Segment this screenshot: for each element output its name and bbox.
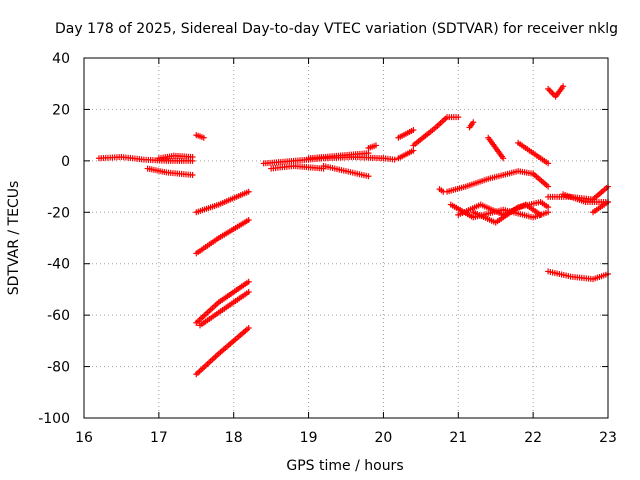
x-tick-label: 19 (300, 430, 318, 446)
series-seg15 (380, 155, 398, 163)
x-tick-label: 17 (150, 430, 168, 446)
series-seg20 (436, 186, 447, 195)
data-point-marker (410, 147, 417, 154)
data-point-marker (500, 155, 507, 162)
data-point-marker (365, 173, 372, 180)
x-tick-label: 16 (75, 430, 93, 446)
data-point-marker (545, 183, 552, 190)
x-axis-title: GPS time / hours (286, 458, 403, 474)
series-seg13 (305, 150, 372, 162)
series-seg25 (485, 134, 507, 162)
data-point-marker (189, 154, 196, 160)
x-tick-label: 22 (524, 430, 542, 446)
data-point-marker (560, 83, 567, 90)
y-tick-label: -60 (47, 308, 70, 324)
series-seg31 (590, 199, 611, 216)
series-seg16 (395, 147, 417, 162)
y-tick-label: 20 (52, 102, 70, 118)
data-point-marker (545, 209, 552, 216)
series-seg19 (466, 119, 477, 131)
data-point-marker (245, 278, 252, 285)
x-tick-label: 18 (225, 430, 243, 446)
x-tick-label: 21 (449, 430, 467, 446)
series-seg01 (95, 154, 196, 164)
chart-title: Day 178 of 2025, Sidereal Day-to-day VTE… (55, 21, 618, 37)
y-tick-label: -80 (47, 360, 70, 376)
data-point-marker (545, 160, 552, 167)
data-point-marker (455, 114, 462, 121)
axis-ticks: 16 17 18 19 20 21 22 23 -100 -80 -60 -40 -20 0 20 40 (38, 51, 617, 446)
y-tick-label: 40 (52, 51, 70, 67)
data-point-marker (365, 150, 372, 157)
series-seg18 (410, 114, 462, 149)
data-point-marker (245, 325, 252, 331)
x-tick-label: 20 (375, 430, 393, 446)
series-seg24 (470, 199, 552, 226)
series-seg03 (155, 152, 196, 162)
data-point-marker (200, 134, 207, 141)
series-seg26 (515, 139, 552, 167)
data-marks (95, 83, 611, 378)
series-seg32 (545, 268, 611, 283)
series-seg21 (444, 168, 537, 195)
data-point-marker (245, 289, 252, 295)
series-seg05 (193, 188, 252, 216)
series-seg07 (193, 278, 252, 326)
series-seg28 (545, 83, 567, 100)
data-point-marker (245, 188, 252, 195)
data-point-marker (545, 204, 552, 211)
data-point-marker (372, 142, 379, 149)
data-point-marker (391, 156, 398, 163)
x-tick-label: 23 (599, 430, 617, 446)
plot-frame (83, 57, 609, 419)
series-seg17 (395, 127, 417, 141)
series-seg09 (193, 325, 252, 378)
series-seg06 (193, 217, 252, 257)
series-seg04 (193, 132, 207, 141)
y-tick-label: -20 (47, 205, 70, 221)
y-tick-label: -40 (47, 257, 70, 273)
series-seg30 (560, 191, 611, 205)
series-seg12 (320, 163, 372, 180)
y-axis-title: SDTVAR / TECUs (6, 181, 22, 296)
series-seg08 (197, 289, 252, 329)
data-point-marker (245, 217, 252, 223)
y-tick-label: 0 (61, 154, 70, 170)
y-tick-label: -100 (38, 411, 70, 427)
series-seg14 (365, 142, 379, 151)
data-point-marker (537, 211, 544, 218)
data-point-marker (410, 127, 417, 133)
data-point-marker (189, 172, 196, 178)
series-seg02 (144, 165, 196, 178)
grid-layer (84, 58, 608, 418)
series-seg27 (530, 170, 552, 190)
data-point-marker (470, 119, 477, 126)
